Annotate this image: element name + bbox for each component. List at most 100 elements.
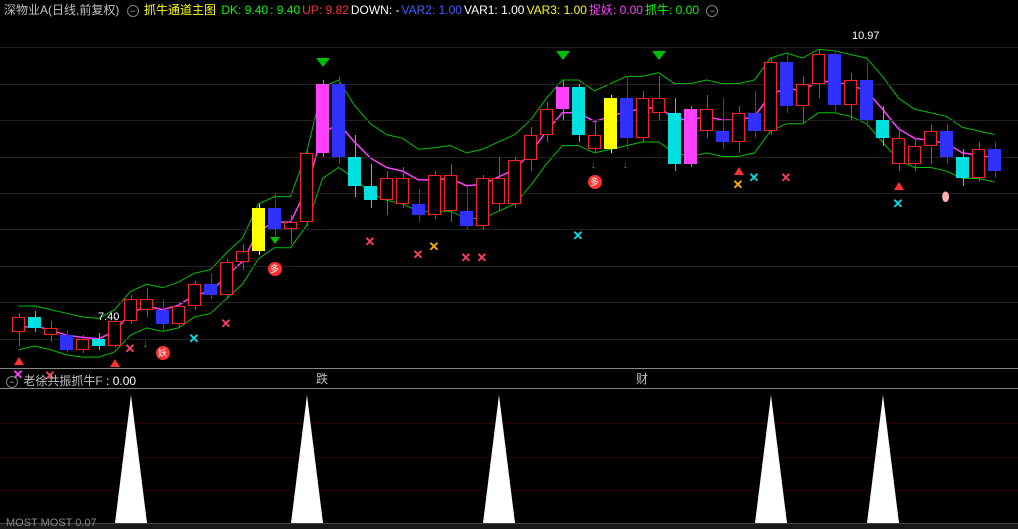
- grid-line: [0, 266, 1018, 267]
- candle-body: [924, 131, 937, 146]
- candle-body: [700, 109, 713, 131]
- up-arrow-icon: [14, 357, 24, 365]
- x-axis-label: 财: [636, 370, 648, 387]
- candle-body: [716, 131, 729, 142]
- candle-body: [28, 317, 41, 328]
- candle-body: [76, 339, 89, 350]
- candle-body: [252, 208, 265, 252]
- tiny-down-icon: ↓: [623, 160, 629, 171]
- candle-body: [364, 186, 377, 201]
- grid-line: [0, 229, 1018, 230]
- up-arrow-icon: [110, 359, 120, 367]
- candle-body: [140, 299, 153, 310]
- header-metric: DOWN: -: [351, 2, 400, 18]
- sub-header: − 老徐共振抓牛F : 0.00: [4, 372, 136, 389]
- down-triangle-icon: [652, 51, 666, 60]
- candle-body: [620, 98, 633, 138]
- sub-chart[interactable]: [0, 388, 1018, 523]
- axis-bottom: [0, 368, 1018, 369]
- candle-body: [460, 211, 473, 226]
- up-arrow-icon: [734, 167, 744, 175]
- candle-body: [812, 54, 825, 83]
- candle-wick: [291, 215, 292, 244]
- bottom-bar: [0, 523, 1018, 529]
- sub-value: : 0.00: [106, 374, 136, 388]
- candle-body: [828, 54, 841, 105]
- candle-body: [332, 84, 345, 157]
- butterfly-icon: ✕: [429, 240, 440, 253]
- down-triangle-icon: [556, 51, 570, 60]
- butterfly-icon: ✕: [781, 171, 792, 184]
- sub-name: 老徐共振抓牛F: [23, 374, 102, 388]
- candle-body: [268, 208, 281, 230]
- spike-icon: [755, 395, 787, 523]
- bottom-text: MOST MOST 0.07: [6, 517, 97, 529]
- tiny-down-icon: ↓: [143, 339, 149, 350]
- candle-body: [428, 175, 441, 215]
- candle-body: [892, 138, 905, 164]
- candle-body: [92, 339, 105, 346]
- butterfly-icon: ✕: [733, 178, 744, 191]
- sub-minimize-icon[interactable]: −: [6, 376, 18, 388]
- butterfly-icon: ✕: [365, 235, 376, 248]
- header-metric: UP: 9.82: [302, 2, 349, 18]
- price-label: 7.40: [98, 311, 119, 323]
- candle-body: [908, 146, 921, 164]
- butterfly-icon: ✕: [221, 317, 232, 330]
- candle-body: [556, 87, 569, 109]
- pear-icon: ⬮: [942, 189, 950, 205]
- candle-body: [204, 284, 217, 295]
- candle-body: [956, 157, 969, 179]
- signal-badge: 多: [268, 262, 282, 276]
- grid-line: [0, 157, 1018, 158]
- butterfly-icon: ✕: [413, 248, 424, 261]
- candle-body: [572, 87, 585, 134]
- header-metric: VAR3: 1.00: [526, 2, 586, 18]
- candle-body: [732, 113, 745, 142]
- minimize-icon[interactable]: −: [127, 5, 139, 17]
- header-metric: : 9.40: [270, 2, 300, 18]
- grid-line: [0, 339, 1018, 340]
- butterfly-icon: ✕: [893, 197, 904, 210]
- header-metric: VAR1: 1.00: [464, 2, 524, 18]
- candle-body: [348, 157, 361, 186]
- candle-body: [476, 178, 489, 225]
- header-metric: VAR2: 1.00: [401, 2, 461, 18]
- candle-body: [940, 131, 953, 157]
- candle-body: [540, 109, 553, 135]
- candle-body: [316, 84, 329, 153]
- candle-body: [44, 328, 57, 335]
- down-triangle-icon: [316, 58, 330, 67]
- minimize2-icon[interactable]: −: [706, 5, 718, 17]
- candle-body: [172, 306, 185, 324]
- candle-body: [396, 178, 409, 204]
- signal-badge: 妖: [156, 346, 170, 360]
- spike-icon: [291, 395, 323, 523]
- main-chart[interactable]: 7.4010.97↓↓↓✕✕✕✕✕✕✕✕✕✕✕✕✕✕✕妖多多⬮: [0, 18, 1018, 368]
- header-metric: 抓牛: 0.00: [645, 2, 699, 18]
- candle-body: [652, 98, 665, 113]
- header-metric: 捉妖: 0.00: [589, 2, 643, 18]
- candle-body: [636, 98, 649, 138]
- candle-body: [380, 178, 393, 200]
- butterfly-icon: ✕: [573, 229, 584, 242]
- signal-badge: 多: [588, 175, 602, 189]
- candle-body: [988, 149, 1001, 171]
- candle-body: [780, 62, 793, 106]
- spike-icon: [483, 395, 515, 523]
- grid-line: [0, 120, 1018, 121]
- grid-line: [0, 47, 1018, 48]
- candle-body: [796, 84, 809, 106]
- butterfly-icon: ✕: [477, 251, 488, 264]
- butterfly-icon: ✕: [125, 342, 136, 355]
- candle-body: [684, 109, 697, 164]
- candle-body: [844, 80, 857, 106]
- stock-name: 深物业A(日线,前复权): [4, 2, 119, 18]
- candle-body: [108, 321, 121, 347]
- candle-body: [748, 113, 761, 131]
- candle-body: [508, 160, 521, 204]
- tiny-down-icon: ↓: [591, 160, 597, 171]
- spike-icon: [115, 395, 147, 523]
- indicator-name: 抓牛通道主图: [144, 2, 216, 18]
- candle-body: [492, 178, 505, 204]
